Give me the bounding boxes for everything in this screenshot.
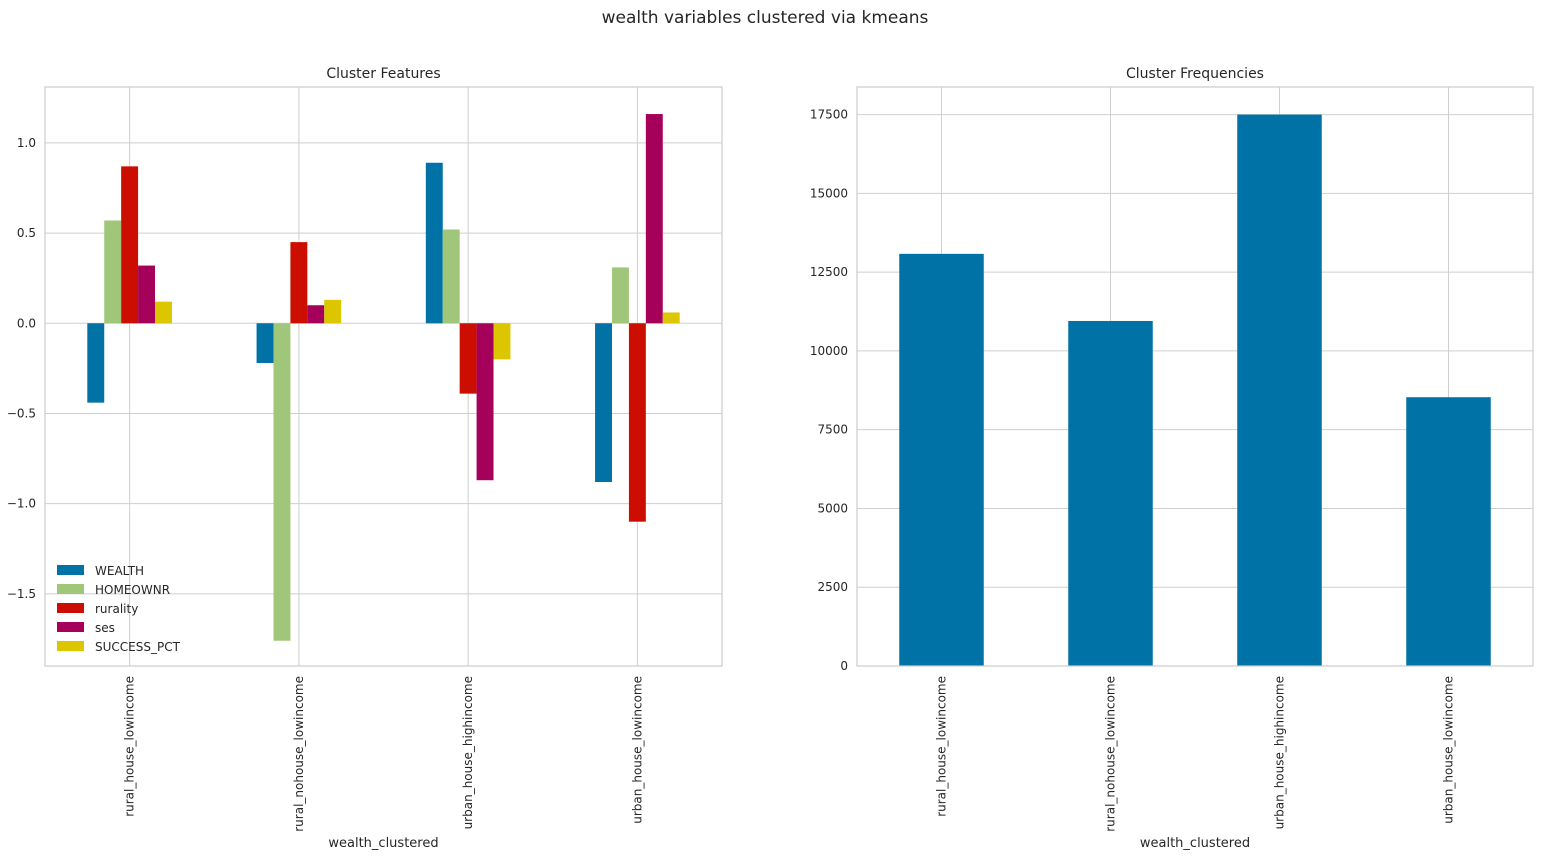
figure-suptitle: wealth variables clustered via kmeans: [602, 8, 929, 28]
y-tick-label: −1.0: [7, 497, 36, 511]
y-tick-label: 1.0: [17, 136, 36, 150]
bar-success-pct: [493, 323, 511, 360]
bar-homeownr: [104, 220, 122, 324]
bar-wealth: [595, 323, 612, 483]
x-tick-label: rural_house_lowincome: [123, 676, 137, 817]
bar-homeownr: [273, 323, 291, 641]
x-tick-label: urban_house_highincome: [1273, 676, 1287, 829]
chart-title: Cluster Features: [326, 66, 440, 82]
y-tick-label: 7500: [817, 423, 848, 437]
cluster-features-chart: −1.5 −1.0 −0.5 0.0 0.5 1.0 rural_house_lowinco…: [7, 66, 723, 851]
bar-frequency: [1068, 320, 1153, 666]
x-tick-label: urban_house_lowincome: [630, 676, 644, 824]
y-tick-label: −0.5: [7, 406, 36, 420]
x-tick-label: rural_nohouse_lowincome: [292, 676, 306, 832]
y-tick-label: 0: [840, 659, 848, 673]
legend-swatch: [57, 641, 84, 651]
bar-success-pct: [324, 299, 342, 324]
legend-swatch: [57, 622, 84, 632]
bar-success-pct: [662, 312, 680, 324]
chart-title: Cluster Frequencies: [1126, 66, 1264, 82]
bar-frequency: [899, 253, 984, 666]
x-tick-label: urban_house_highincome: [461, 676, 475, 829]
bar-ses: [476, 323, 494, 481]
x-tick-label: urban_house_lowincome: [1442, 676, 1456, 824]
legend-swatch: [57, 584, 84, 594]
y-tick-label: 10000: [810, 344, 848, 358]
y-tick-label: 12500: [810, 265, 848, 279]
bar-ses: [138, 265, 156, 324]
bar-ses: [645, 114, 663, 324]
y-tick-label: 0.5: [17, 226, 36, 240]
bar-homeownr: [442, 229, 460, 324]
legend-label: rurality: [95, 602, 138, 616]
legend-label: HOMEOWNR: [95, 583, 170, 597]
legend-swatch: [57, 565, 84, 575]
y-tick-label: 5000: [817, 501, 848, 515]
bar-success-pct: [155, 301, 172, 324]
legend-label: SUCCESS_PCT: [95, 640, 181, 654]
bar-rurality: [121, 166, 139, 324]
axes-frame: [44, 86, 723, 667]
x-tick-label: rural_nohouse_lowincome: [1104, 676, 1118, 832]
x-axis-label: wealth_clustered: [1140, 836, 1250, 851]
axes-frame: [856, 86, 1534, 667]
y-tick-label: 15000: [810, 186, 848, 200]
bar-frequency: [1406, 397, 1491, 666]
bar-frequency: [1237, 114, 1322, 667]
bar-rurality: [628, 323, 646, 522]
x-axis-label: wealth_clustered: [328, 836, 438, 851]
bar-wealth: [425, 162, 443, 324]
bar-wealth: [87, 323, 105, 403]
bar-homeownr: [611, 267, 629, 324]
bar-rurality: [459, 323, 477, 394]
legend-swatch: [57, 603, 84, 613]
legend-label: WEALTH: [95, 564, 144, 578]
legend: WEALTH HOMEOWNR rurality ses SUCCESS_PCT: [57, 564, 181, 654]
y-tick-label: 2500: [817, 580, 848, 594]
x-tick-label: rural_house_lowincome: [935, 676, 949, 817]
bar-rurality: [290, 242, 308, 324]
bar-ses: [307, 305, 325, 324]
bar-wealth: [256, 323, 274, 363]
legend-label: ses: [95, 621, 115, 635]
plot-area: [45, 87, 722, 666]
cluster-frequencies-chart: 0 2500 5000 7500 10000 12500 15000 17500 rural_h…: [810, 66, 1534, 851]
y-tick-label: −1.5: [7, 587, 36, 601]
y-tick-label: 0.0: [17, 316, 36, 330]
y-tick-label: 17500: [810, 108, 848, 122]
